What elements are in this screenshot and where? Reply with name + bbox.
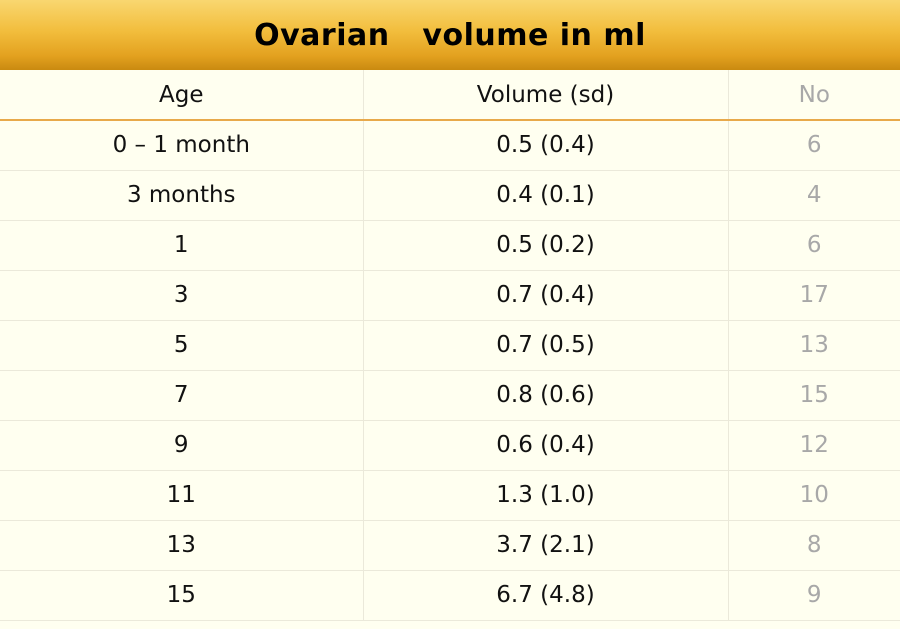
table-row: 7 0.8 (0.6) 15 <box>0 370 900 421</box>
table-row: 3 0.7 (0.4) 17 <box>0 270 900 321</box>
data-table: Age Volume (sd) No 0 – 1 month 0.5 (0.4)… <box>0 70 900 621</box>
column-header-volume: Volume (sd) <box>363 70 729 121</box>
age-cell: 5 <box>0 320 364 371</box>
column-header-no: No <box>728 70 900 121</box>
volume-cell: 0.5 (0.2) <box>363 220 729 271</box>
age-cell: 9 <box>0 420 364 471</box>
volume-cell: 3.7 (2.1) <box>363 520 729 571</box>
age-cell: 15 <box>0 570 364 621</box>
table-row: 3 months 0.4 (0.1) 4 <box>0 170 900 221</box>
age-cell: 7 <box>0 370 364 421</box>
table-row: 5 0.7 (0.5) 13 <box>0 320 900 371</box>
age-cell: 11 <box>0 470 364 521</box>
age-cell: 13 <box>0 520 364 571</box>
count-cell: 4 <box>728 170 900 221</box>
table-row: 11 1.3 (1.0) 10 <box>0 470 900 521</box>
count-cell: 12 <box>728 420 900 471</box>
age-cell: 1 <box>0 220 364 271</box>
table-row: 15 6.7 (4.8) 9 <box>0 570 900 621</box>
count-cell: 13 <box>728 320 900 371</box>
age-cell: 3 months <box>0 170 364 221</box>
volume-cell: 0.8 (0.6) <box>363 370 729 421</box>
volume-cell: 6.7 (4.8) <box>363 570 729 621</box>
volume-cell: 1.3 (1.0) <box>363 470 729 521</box>
volume-cell: 0.6 (0.4) <box>363 420 729 471</box>
volume-cell: 0.7 (0.4) <box>363 270 729 321</box>
count-cell: 6 <box>728 220 900 271</box>
table-row: 1 0.5 (0.2) 6 <box>0 220 900 271</box>
count-cell: 6 <box>728 120 900 171</box>
table-title: Ovarian volume in ml <box>254 17 646 53</box>
table-head: Age Volume (sd) No <box>0 70 900 121</box>
count-cell: 17 <box>728 270 900 321</box>
count-cell: 10 <box>728 470 900 521</box>
table-row: 13 3.7 (2.1) 8 <box>0 520 900 571</box>
table-body: 0 – 1 month 0.5 (0.4) 6 3 months 0.4 (0.… <box>0 120 900 621</box>
count-cell: 9 <box>728 570 900 621</box>
title-bar: Ovarian volume in ml <box>0 0 900 70</box>
column-header-age: Age <box>0 70 364 121</box>
age-cell: 3 <box>0 270 364 321</box>
age-cell: 0 – 1 month <box>0 120 364 171</box>
header-row: Age Volume (sd) No <box>0 70 900 121</box>
volume-cell: 0.4 (0.1) <box>363 170 729 221</box>
count-cell: 15 <box>728 370 900 421</box>
count-cell: 8 <box>728 520 900 571</box>
table-row: 9 0.6 (0.4) 12 <box>0 420 900 471</box>
volume-cell: 0.7 (0.5) <box>363 320 729 371</box>
table-row: 0 – 1 month 0.5 (0.4) 6 <box>0 120 900 171</box>
volume-cell: 0.5 (0.4) <box>363 120 729 171</box>
